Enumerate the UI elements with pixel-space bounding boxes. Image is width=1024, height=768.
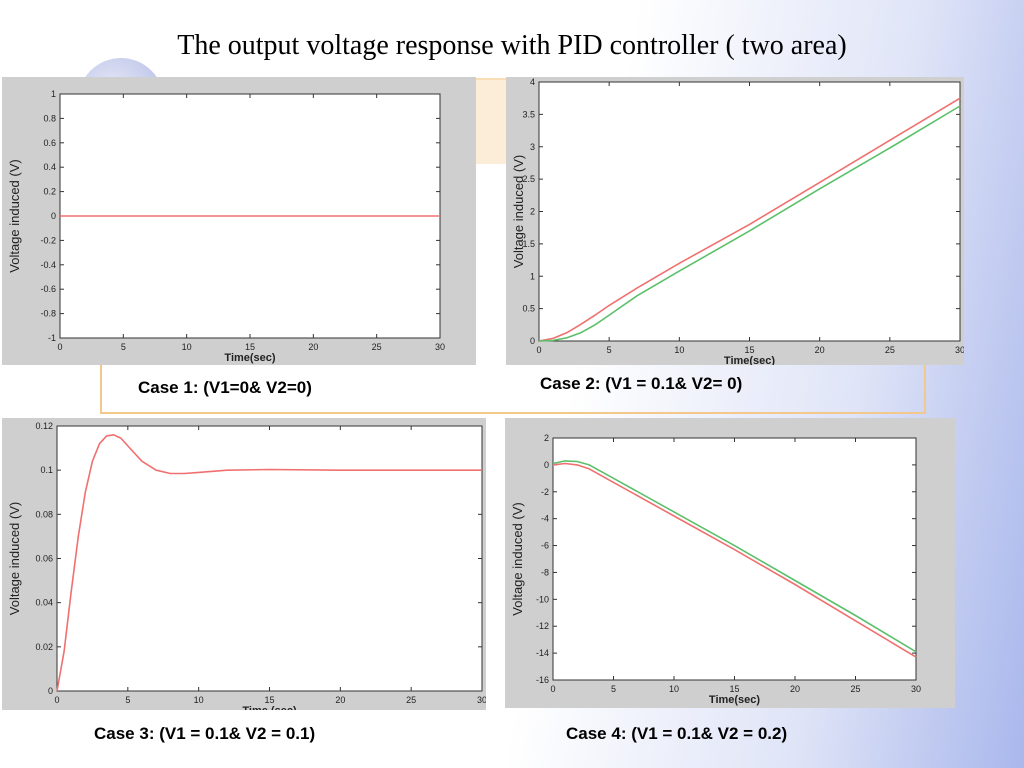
x-tick-label: 20 [790, 684, 800, 694]
x-tick-label: 5 [611, 684, 616, 694]
y-axis-label: Voltage induced (V) [511, 155, 526, 268]
caption-case3: Case 3: (V1 = 0.1& V2 = 0.1) [94, 724, 316, 743]
x-tick-label: 0 [54, 695, 59, 705]
x-tick-label: 15 [245, 342, 255, 352]
x-tick-label: 25 [850, 684, 860, 694]
y-tick-label: -16 [536, 675, 549, 685]
chart-svg-case4: 0 5 10 15 20 25 30 -16 -14 -12 -10 -8 -6 -4 -2 0 2 Time(s… [510, 433, 921, 706]
y-tick-label: -2 [541, 487, 549, 497]
x-tick-label: 5 [125, 695, 130, 705]
y-tick-label: 0 [544, 460, 549, 470]
series-line-0 [552, 462, 917, 658]
y-tick-label: 1 [51, 89, 56, 99]
x-tick-label: 0 [57, 342, 62, 352]
chart-panel-case3: 0 5 10 15 20 25 30 0 0.02 0.04 0.06 0.08 0.1 0.12 Time… [2, 418, 486, 710]
y-tick-label: 3 [530, 142, 535, 152]
x-tick-label: 30 [955, 345, 964, 355]
x-axis-label: Time(sec) [224, 352, 275, 364]
y-tick-label: 0.8 [43, 113, 56, 123]
y-tick-label: 0.12 [35, 421, 53, 431]
y-tick-label: -1 [48, 333, 56, 343]
caption-case1: Case 1: (V1=0& V2=0) [138, 378, 312, 397]
x-tick-label: 5 [121, 342, 126, 352]
series-line-0 [56, 433, 482, 692]
y-tick-label: -0.4 [40, 260, 56, 270]
chart-panel-case1: 0 5 10 15 20 25 30 -1 -0.8 -0.6 -0.4 -0.2 0 0.2 0.4 0.6… [2, 77, 476, 365]
decorative-fill [476, 78, 506, 164]
y-tick-label: 4 [530, 77, 535, 87]
y-tick-label: -14 [536, 648, 549, 658]
x-tick-label: 25 [406, 695, 416, 705]
x-tick-label: 20 [815, 345, 825, 355]
x-tick-label: 30 [477, 695, 486, 705]
y-tick-label: 2 [530, 207, 535, 217]
y-tick-label: 0.04 [35, 598, 53, 608]
x-axis-label: Time(sec) [709, 694, 760, 706]
chart-panel-case4: 0 5 10 15 20 25 30 -16 -14 -12 -10 -8 -6 -4 -2 0 2 Time(s… [505, 418, 955, 708]
y-tick-label: -6 [541, 541, 549, 551]
plot-area [56, 425, 483, 692]
y-tick-label: -8 [541, 567, 549, 577]
chart-svg-case1: 0 5 10 15 20 25 30 -1 -0.8 -0.6 -0.4 -0.2 0 0.2 0.4 0.6… [7, 89, 445, 364]
x-tick-label: 0 [550, 684, 555, 694]
chart-panel-case2: 0 5 10 15 20 25 30 0 0.5 1 1.5 2 2.5 3 3.5 4 Time(sec) Vo… [506, 77, 964, 365]
x-tick-label: 10 [674, 345, 684, 355]
series-line-1 [538, 105, 961, 342]
y-tick-label: -0.6 [40, 284, 56, 294]
y-tick-label: 0 [51, 211, 56, 221]
y-tick-label: -12 [536, 621, 549, 631]
y-axis-label: Voltage induced (V) [510, 502, 525, 615]
y-tick-label: 0.6 [43, 138, 56, 148]
x-tick-label: 10 [194, 695, 204, 705]
y-tick-label: 0.5 [522, 304, 535, 314]
y-axis-label: Voltage induced (V) [7, 502, 22, 615]
slide-title: The output voltage response with PID con… [177, 30, 847, 61]
y-tick-label: 1 [530, 271, 535, 281]
y-tick-label: 1.5 [522, 239, 535, 249]
x-tick-label: 10 [182, 342, 192, 352]
series-line-0 [538, 97, 961, 342]
x-tick-label: 15 [744, 345, 754, 355]
y-tick-label: 3.5 [522, 109, 535, 119]
x-tick-label: 30 [435, 342, 445, 352]
x-tick-label: 15 [264, 695, 274, 705]
caption-case4: Case 4: (V1 = 0.1& V2 = 0.2) [566, 724, 788, 743]
y-tick-label: 0.08 [35, 509, 53, 519]
y-tick-label: 2 [544, 433, 549, 443]
y-tick-label: 0 [48, 686, 53, 696]
y-tick-label: 2.5 [522, 174, 535, 184]
y-tick-label: 0.06 [35, 554, 53, 564]
y-tick-label: 0.2 [43, 187, 56, 197]
x-tick-label: 0 [536, 345, 541, 355]
y-tick-label: 0.4 [43, 162, 56, 172]
chart-svg-case2: 0 5 10 15 20 25 30 0 0.5 1 1.5 2 2.5 3 3.5 4 Time(sec) Vo… [511, 77, 964, 365]
x-tick-label: 25 [885, 345, 895, 355]
x-tick-label: 20 [308, 342, 318, 352]
x-tick-label: 5 [607, 345, 612, 355]
x-axis-label: Time (sec) [242, 705, 297, 710]
y-tick-label: 0.02 [35, 642, 53, 652]
x-tick-label: 20 [335, 695, 345, 705]
y-tick-label: 0.1 [40, 465, 53, 475]
y-tick-label: -10 [536, 594, 549, 604]
x-tick-label: 25 [372, 342, 382, 352]
y-tick-label: -4 [541, 514, 549, 524]
y-axis-label: Voltage induced (V) [7, 159, 22, 272]
chart-svg-case3: 0 5 10 15 20 25 30 0 0.02 0.04 0.06 0.08 0.1 0.12 Time… [7, 421, 486, 710]
x-tick-label: 15 [729, 684, 739, 694]
x-axis-label: Time(sec) [724, 355, 775, 365]
y-tick-label: 0 [530, 336, 535, 346]
series-line-1 [552, 460, 917, 653]
y-tick-label: -0.2 [40, 235, 56, 245]
x-tick-label: 30 [911, 684, 921, 694]
caption-case2: Case 2: (V1 = 0.1& V2= 0) [540, 374, 743, 393]
x-tick-label: 10 [669, 684, 679, 694]
y-tick-label: -0.8 [40, 309, 56, 319]
plot-area [538, 81, 961, 342]
